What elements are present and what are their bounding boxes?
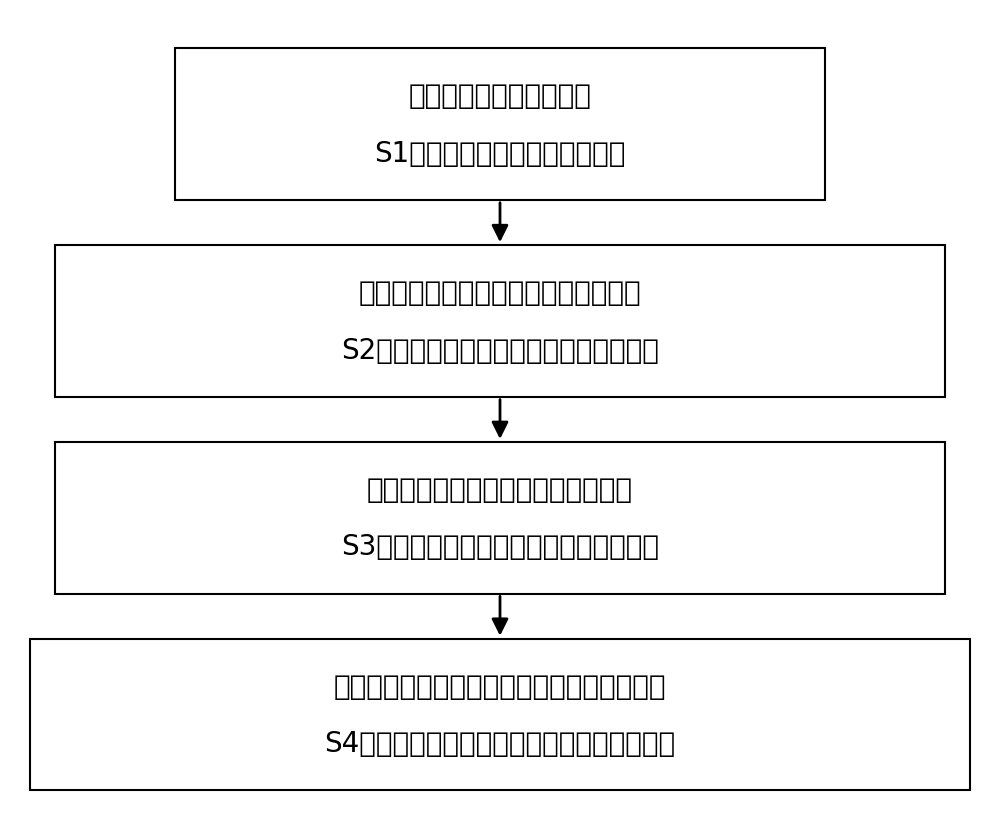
FancyBboxPatch shape xyxy=(175,49,825,201)
Text: 件的位置信息和标识信息: 件的位置信息和标识信息 xyxy=(409,82,591,111)
Text: 相应的规则分别对所述落地式脚手架进行校正: 相应的规则分别对所述落地式脚手架进行校正 xyxy=(334,672,666,700)
Text: S1、获取已搭建脚手架中各个扣: S1、获取已搭建脚手架中各个扣 xyxy=(374,139,626,168)
FancyBboxPatch shape xyxy=(55,246,945,397)
Text: ，确定竖向扫地杆扣件和剪刀撑扣件: ，确定竖向扫地杆扣件和剪刀撑扣件 xyxy=(367,475,633,504)
Text: S2、根据所述位置信息和标识信息，在虚: S2、根据所述位置信息和标识信息，在虚 xyxy=(341,336,659,364)
FancyBboxPatch shape xyxy=(30,639,970,790)
Text: S3、在三维虚拟空间中，遍历所有的扣件: S3、在三维虚拟空间中，遍历所有的扣件 xyxy=(341,532,659,561)
FancyBboxPatch shape xyxy=(55,442,945,594)
Text: S4、根据所述竖向扫地杆扣件、剪刀撑扣件和: S4、根据所述竖向扫地杆扣件、剪刀撑扣件和 xyxy=(324,729,676,758)
Text: 拟的三维空间中还原出所有扣件的位置: 拟的三维空间中还原出所有扣件的位置 xyxy=(359,278,641,307)
